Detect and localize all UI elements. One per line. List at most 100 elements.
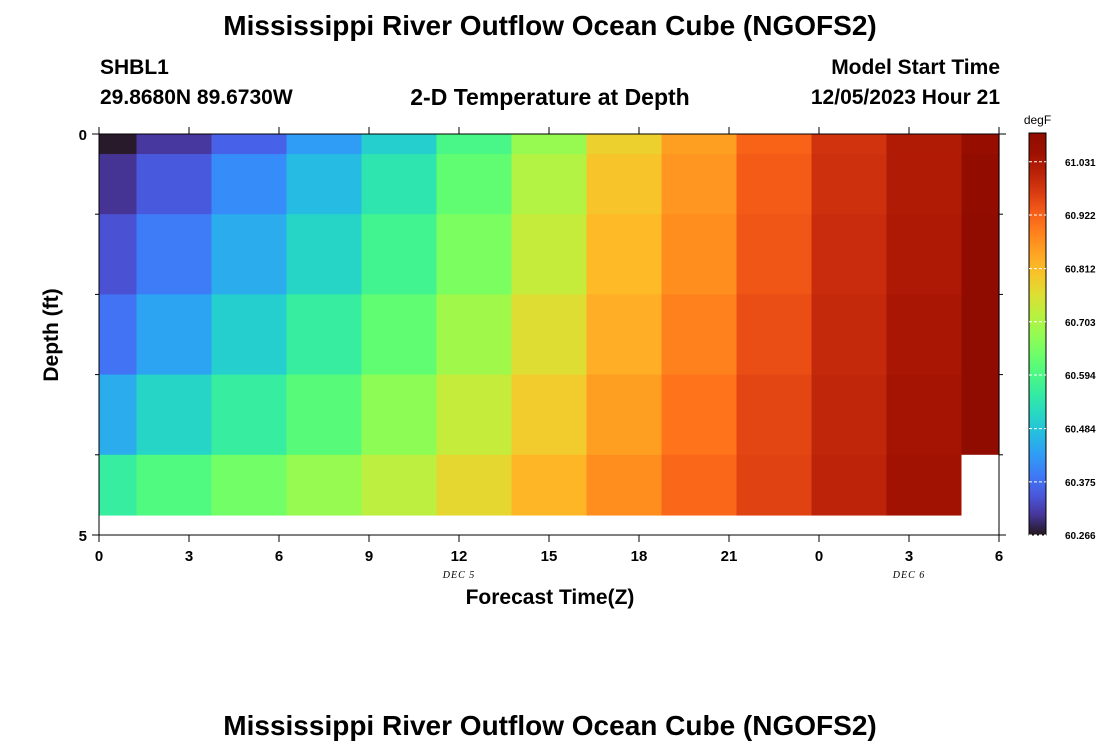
heatmap-cell — [361, 154, 438, 215]
heatmap-cell — [961, 374, 1000, 456]
colorbar-tick-label: 60.812 — [1065, 265, 1096, 276]
x-tick-label: 3 — [185, 548, 193, 565]
x-tick-label: 21 — [721, 548, 738, 565]
heatmap-cell — [886, 454, 963, 516]
model-start-label: Model Start Time — [831, 56, 1000, 79]
heatmap-cell — [661, 294, 738, 376]
heatmap-cell — [211, 294, 288, 376]
heatmap-cell — [136, 454, 213, 516]
x-tick-label: 15 — [541, 548, 558, 565]
heatmap-cell — [211, 454, 288, 516]
heatmap-cell — [511, 134, 588, 155]
heatmap-cell — [361, 294, 438, 376]
y-tick-label: 5 — [79, 528, 87, 545]
heatmap-cell — [736, 214, 813, 295]
x-tick-label: 18 — [631, 548, 648, 565]
heatmap-cell — [511, 374, 588, 456]
x-tick-label: 6 — [995, 548, 1003, 565]
heatmap-cell — [99, 294, 138, 376]
heatmap-cell — [211, 154, 288, 215]
heatmap-cell — [811, 214, 888, 295]
x-axis: 0 3 6 9 12 15 18 21 0 3 6 DEC 5 DEC 6 — [95, 127, 1003, 581]
chart-subtitle: 2-D Temperature at Depth — [410, 84, 690, 110]
heatmap-cell — [211, 214, 288, 295]
date-label: DEC 6 — [892, 570, 926, 581]
x-axis-title: Forecast Time(Z) — [466, 586, 635, 609]
colorbar-tick-label: 60.703 — [1065, 318, 1096, 329]
heatmap-cell — [136, 134, 213, 155]
y-tick-label: 0 — [79, 127, 87, 144]
heatmap-cell — [436, 214, 513, 295]
heatmap-cell — [286, 374, 363, 456]
heatmap-cell — [886, 294, 963, 376]
heatmap-cell — [511, 294, 588, 376]
heatmap-cell — [661, 374, 738, 456]
colorbar-tick-label: 60.484 — [1065, 425, 1096, 436]
heatmap-cell — [661, 134, 738, 155]
heatmap-cell — [661, 154, 738, 215]
x-tick-label: 6 — [275, 548, 283, 565]
heatmap-cell — [99, 134, 138, 155]
heatmap-cell — [436, 374, 513, 456]
colorbar-gradient — [1028, 132, 1047, 536]
heatmap-cell — [661, 454, 738, 516]
heatmap-cell — [586, 374, 663, 456]
heatmap-cell — [99, 154, 138, 215]
heatmap-cell — [136, 294, 213, 376]
heatmap-cell — [136, 154, 213, 215]
heatmap-cell — [586, 454, 663, 516]
colorbar-tick-label: 61.031 — [1065, 158, 1096, 169]
colorbar-unit: degF — [1024, 113, 1051, 127]
heatmap-cells — [99, 134, 1000, 516]
heatmap-cell — [361, 454, 438, 516]
heatmap-cell — [511, 154, 588, 215]
station-id: SHBL1 — [100, 56, 169, 79]
colorbar-tick-label: 60.594 — [1065, 371, 1096, 382]
heatmap-cell — [286, 154, 363, 215]
heatmap-cell — [211, 374, 288, 456]
y-axis-title: Depth (ft) — [40, 288, 63, 381]
heatmap-cell — [736, 134, 813, 155]
heatmap-cell — [286, 214, 363, 295]
heatmap-cell — [99, 374, 138, 456]
heatmap-cell — [886, 154, 963, 215]
x-tick-label: 3 — [905, 548, 913, 565]
x-tick-label: 12 — [451, 548, 468, 565]
heatmap-cell — [736, 154, 813, 215]
x-tick-label: 0 — [815, 548, 823, 565]
heatmap-cell — [511, 454, 588, 516]
heatmap-cell — [961, 154, 1000, 215]
heatmap-cell — [961, 294, 1000, 376]
x-tick-label: 0 — [95, 548, 103, 565]
heatmap-cell — [136, 374, 213, 456]
colorbar-ticks: 61.031 60.922 60.812 60.703 60.594 60.484 60.3… — [1029, 158, 1096, 542]
heatmap-cell — [736, 374, 813, 456]
heatmap-cell — [811, 294, 888, 376]
heatmap-cell — [961, 134, 1000, 155]
heatmap-cell — [961, 454, 1000, 516]
heatmap-cell — [361, 214, 438, 295]
heatmap-cell — [736, 294, 813, 376]
heatmap-cell — [961, 214, 1000, 295]
heatmap-cell — [586, 134, 663, 155]
heatmap-cell — [361, 134, 438, 155]
heatmap-cell — [886, 374, 963, 456]
heatmap-cell — [436, 154, 513, 215]
colorbar-tick-label: 60.375 — [1065, 478, 1096, 489]
heatmap-cell — [99, 214, 138, 295]
heatmap-cell — [811, 454, 888, 516]
heatmap-cell — [511, 214, 588, 295]
heatmap-cell — [136, 214, 213, 295]
heatmap-cell — [811, 134, 888, 155]
heatmap-cell — [436, 454, 513, 516]
heatmap-cell — [286, 294, 363, 376]
heatmap-cell — [99, 454, 138, 516]
page-title-repeat: Mississippi River Outflow Ocean Cube (NG… — [223, 710, 877, 741]
date-label: DEC 5 — [442, 570, 476, 581]
heatmap-cell — [886, 214, 963, 295]
heatmap-cell — [286, 454, 363, 516]
model-start-value: 12/05/2023 Hour 21 — [810, 86, 1000, 109]
heatmap-cell — [586, 154, 663, 215]
y-axis: 05 — [79, 127, 1006, 545]
